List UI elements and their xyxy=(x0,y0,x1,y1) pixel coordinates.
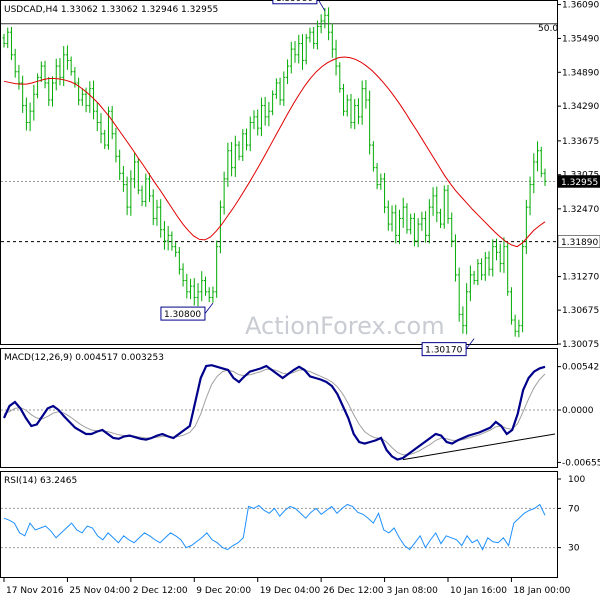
rsi-header: RSI(14) 63.2465 xyxy=(4,476,77,486)
price-annotations: 1.32955 1.31890 1.35980 1.30800 1.30170 xyxy=(160,0,600,357)
y-tick-label: 1.34890 xyxy=(562,68,599,78)
annotation-label: 1.35980 xyxy=(276,0,313,4)
y-tick-label: 1.31270 xyxy=(562,273,599,283)
rsi-tick-label: 30 xyxy=(568,544,580,554)
rsi-line xyxy=(3,503,546,551)
current-price-tag-box xyxy=(557,175,600,188)
ma-line xyxy=(3,56,546,248)
x-tick-label: 19 Dec 04:00 xyxy=(260,586,321,596)
x-tick-label: 25 Nov 04:00 xyxy=(69,586,130,596)
x-tick-label: 10 Jan 16:00 xyxy=(450,586,507,596)
annotation-leader xyxy=(204,302,214,314)
y-tick-label: 1.34290 xyxy=(562,102,599,112)
annotation-box xyxy=(272,0,318,5)
x-tick-label: 3 Jan 08:00 xyxy=(387,586,439,596)
x-tick-label: 9 Dec 20:00 xyxy=(196,586,251,596)
annotation-label: 1.30170 xyxy=(425,346,462,356)
macd-line xyxy=(2,364,546,461)
macd-trendline xyxy=(402,433,556,461)
annotation-leader xyxy=(465,338,475,350)
rsi-tick-label: 70 xyxy=(568,504,580,514)
y-tick-label: 1.30675 xyxy=(562,306,599,316)
y-tick-label: 1.30075 xyxy=(562,340,599,350)
macd-signal-line xyxy=(3,368,546,456)
support-price-tag: 1.31890 xyxy=(561,238,598,248)
candles xyxy=(2,7,547,338)
grid-lines xyxy=(1,23,557,243)
y-tick-label: 1.33675 xyxy=(562,137,599,147)
price-panel-frame xyxy=(0,0,558,345)
x-tick-label: 17 Nov 2016 xyxy=(6,586,64,596)
rsi-y-ticks: 100 70 30 xyxy=(557,475,585,554)
rsi-series xyxy=(1,503,557,551)
macd-tick-label: 0.00542 xyxy=(562,363,599,373)
y-tick-label: 1.35490 xyxy=(562,34,599,44)
support-price-tag-box xyxy=(557,235,600,248)
macd-tick-label: 0.0000 xyxy=(562,406,594,416)
annotation-label: 1.30800 xyxy=(164,310,201,320)
x-tick-label: 2 Dec 12:00 xyxy=(133,586,188,596)
x-tick-label: 18 Jan 00:00 xyxy=(513,586,570,596)
price-header: USDCAD,H4 1.33062 1.33062 1.32946 1.3295… xyxy=(4,5,218,15)
fib-level-label: 50.0 xyxy=(538,24,558,34)
moving-average xyxy=(3,56,546,248)
macd-panel-frame xyxy=(0,348,558,468)
macd-series xyxy=(1,364,557,461)
macd-header: MACD(12,26,9) 0.004517 0.003253 xyxy=(4,353,164,363)
x-axis: 17 Nov 2016 25 Nov 04:00 2 Dec 12:00 9 Dec … xyxy=(3,578,571,596)
watermark: ActionForex.com xyxy=(245,312,445,340)
y-tick-label: 1.32470 xyxy=(562,205,599,215)
y-tick-label: 1.36090 xyxy=(562,1,599,11)
annotation-leader xyxy=(318,0,326,11)
current-price-tag: 1.32955 xyxy=(561,178,598,188)
x-tick-label: 26 Dec 12:00 xyxy=(323,586,384,596)
rsi-tick-label: 100 xyxy=(568,475,585,485)
rsi-panel-frame xyxy=(0,471,558,578)
